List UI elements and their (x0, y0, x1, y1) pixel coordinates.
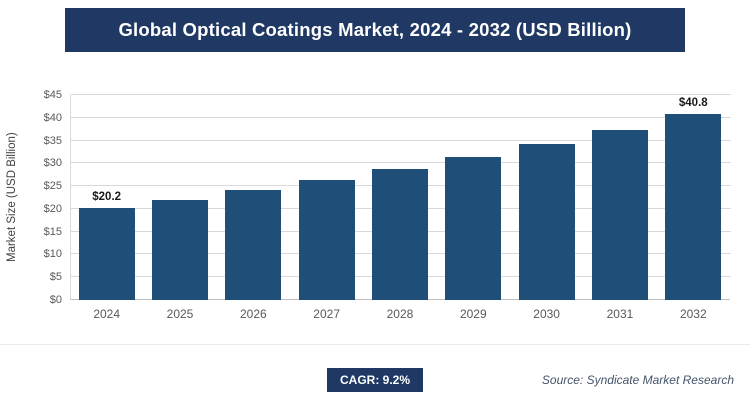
gridline (71, 116, 731, 118)
x-tick-label: 2025 (166, 307, 194, 321)
bar-column (143, 95, 216, 300)
y-tick-label: $20 (43, 202, 62, 215)
y-tick-label: $35 (43, 134, 62, 147)
chart-title: Global Optical Coatings Market, 2024 - 2… (118, 19, 632, 40)
bar (665, 114, 722, 300)
bar-column (510, 95, 583, 300)
chart-title-banner: Global Optical Coatings Market, 2024 - 2… (65, 8, 685, 52)
gridline (71, 94, 731, 95)
x-axis-tick-labels: 2024 2025 2026 2027 2028 2029 2030 2031 2032 (70, 307, 730, 321)
source-attribution: Source: Syndicate Market Research (541, 373, 734, 387)
x-tick-label: 2032 (679, 307, 707, 321)
bar-column (217, 95, 290, 300)
bar (78, 207, 135, 300)
y-tick-label: $25 (43, 180, 62, 193)
bar (591, 130, 648, 300)
bar-value-label: $40.8 (678, 97, 708, 110)
bar (445, 157, 502, 300)
bar (225, 190, 282, 300)
gridline (71, 139, 731, 141)
y-tick-label: $40 (43, 111, 62, 124)
bar (151, 199, 208, 300)
x-tick-label: 2028 (386, 307, 414, 321)
bar-value-label: $20.2 (92, 190, 122, 203)
bar-column (363, 95, 436, 300)
y-tick-label: $0 (49, 294, 62, 306)
x-tick-label: 2031 (606, 307, 634, 321)
x-tick-label: 2024 (93, 307, 121, 321)
bar-column: $20.2 (70, 95, 143, 300)
cagr-badge: CAGR: 9.2% (326, 368, 424, 392)
bar (298, 180, 355, 300)
x-tick-label: 2026 (239, 307, 267, 321)
bar-column: $40.8 (657, 95, 730, 300)
x-tick-label: 2027 (313, 307, 340, 321)
bar-column (290, 95, 363, 300)
y-tick-label: $30 (43, 157, 62, 170)
gridline (71, 162, 731, 164)
y-tick-label: $5 (49, 271, 62, 284)
bar-column (583, 95, 656, 300)
y-axis-title: Market Size (USD Billion) (6, 132, 18, 263)
y-tick-label: $45 (43, 89, 62, 101)
bar (371, 169, 428, 300)
x-tick-label: 2030 (533, 307, 560, 321)
bar-series: $20.2 $40.8 (70, 95, 730, 300)
bar (518, 144, 575, 300)
y-tick-label: $15 (43, 225, 62, 238)
bar-column (437, 95, 510, 300)
footer-divider (0, 344, 750, 345)
x-tick-label: 2029 (459, 307, 487, 321)
y-axis-tick-labels: $0 $5 $10 $15 $20 $25 $30 $35 $40 $45 (26, 89, 66, 306)
y-tick-label: $10 (43, 248, 62, 261)
